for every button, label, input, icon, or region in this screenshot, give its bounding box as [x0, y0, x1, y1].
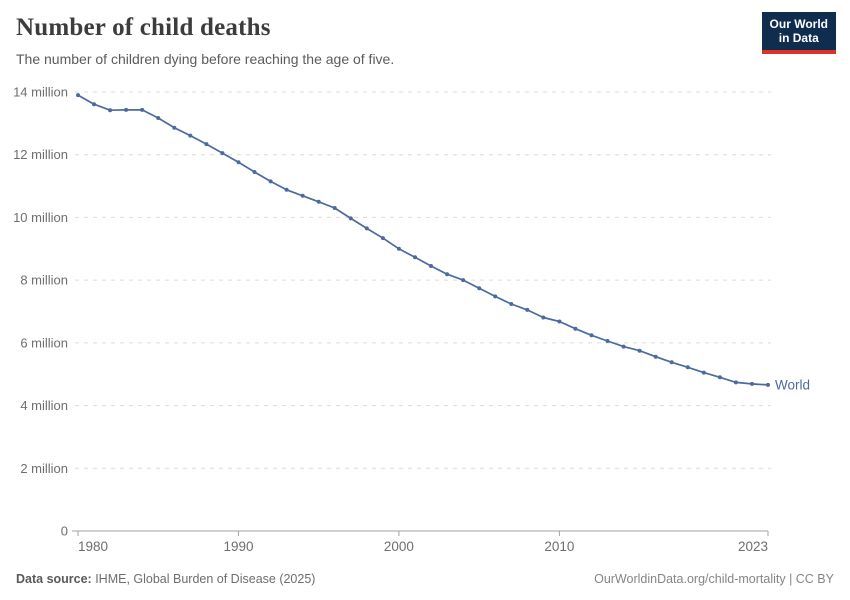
credit-link[interactable]: OurWorldinData.org/child-mortality | CC …: [594, 572, 834, 586]
data-point-marker[interactable]: [429, 264, 433, 268]
data-point-marker[interactable]: [589, 333, 594, 338]
data-point-marker[interactable]: [140, 107, 145, 112]
x-tick-label: 2023: [738, 539, 768, 554]
child-deaths-line-chart: 0 2 million 4 million 6 million 8 million 10 …: [13, 85, 810, 555]
data-point-marker[interactable]: [445, 272, 450, 277]
data-point-marker[interactable]: [750, 381, 754, 386]
data-point-marker[interactable]: [669, 360, 674, 365]
y-tick-label: 0: [61, 524, 68, 539]
data-point-marker[interactable]: [509, 302, 514, 306]
data-point-marker[interactable]: [637, 348, 642, 353]
owid-logo[interactable]: Our World in Data: [761, 12, 836, 54]
data-point-marker[interactable]: [348, 216, 353, 221]
data-source-text: IHME, Global Burden of Disease (2025): [91, 572, 316, 586]
data-point-marker[interactable]: [477, 286, 482, 291]
data-point-marker[interactable]: [252, 170, 257, 174]
data-point-marker[interactable]: [220, 151, 225, 156]
data-point-marker[interactable]: [621, 344, 626, 349]
data-point-marker[interactable]: [525, 307, 530, 312]
data-point-marker[interactable]: [493, 294, 498, 299]
x-tick-label: 2010: [544, 539, 574, 554]
x-tick-label: 1980: [78, 539, 108, 554]
y-tick-label: 6 million: [20, 335, 68, 350]
data-point-marker[interactable]: [396, 246, 401, 251]
data-point-marker[interactable]: [172, 125, 177, 130]
owid-logo-line1: Our World: [769, 17, 828, 31]
x-tick-label: 1990: [223, 539, 253, 554]
series-end-label[interactable]: World: [775, 377, 810, 392]
data-point-marker[interactable]: [204, 142, 209, 147]
data-point-marker[interactable]: [413, 255, 417, 260]
data-point-marker[interactable]: [124, 107, 129, 112]
data-point-marker[interactable]: [717, 375, 722, 380]
chart-header: Number of child deaths The number of chi…: [16, 14, 730, 67]
data-point-marker[interactable]: [685, 365, 690, 370]
data-point-marker[interactable]: [557, 319, 562, 324]
chart-footer: Data source: IHME, Global Burden of Dise…: [16, 572, 834, 586]
data-point-marker[interactable]: [332, 206, 337, 210]
series-line[interactable]: [77, 94, 769, 386]
data-point-marker[interactable]: [461, 278, 466, 283]
chart-subtitle: The number of children dying before reac…: [16, 51, 395, 67]
y-tick-label: 4 million: [20, 398, 68, 413]
data-source: Data source: IHME, Global Burden of Dise…: [16, 572, 315, 586]
owid-logo-line2: in Data: [778, 31, 819, 46]
data-point-marker[interactable]: [364, 226, 369, 231]
data-point-marker[interactable]: [92, 102, 96, 107]
data-point-marker[interactable]: [316, 199, 321, 204]
data-point-marker[interactable]: [156, 116, 161, 120]
data-point-marker[interactable]: [268, 179, 273, 184]
y-tick-label: 10 million: [13, 210, 68, 225]
data-point-marker[interactable]: [701, 370, 706, 375]
data-point-marker[interactable]: [766, 382, 770, 387]
data-point-marker[interactable]: [188, 133, 193, 138]
data-point-marker[interactable]: [236, 160, 241, 165]
data-point-marker[interactable]: [76, 93, 80, 98]
page-title: Number of child deaths: [16, 14, 271, 41]
y-tick-label: 8 million: [20, 273, 68, 288]
data-point-marker[interactable]: [733, 380, 738, 385]
y-tick-label: 12 million: [13, 147, 68, 162]
data-point-marker[interactable]: [108, 108, 113, 113]
y-tick-label: 2 million: [20, 461, 68, 476]
y-tick-label: 14 million: [13, 85, 68, 100]
data-point-marker[interactable]: [541, 315, 546, 320]
data-point-marker[interactable]: [573, 326, 578, 331]
data-source-label: Data source:: [16, 572, 92, 586]
data-point-marker[interactable]: [380, 236, 385, 241]
data-point-marker[interactable]: [300, 193, 305, 198]
data-point-marker[interactable]: [605, 339, 610, 343]
x-tick-label: 2000: [384, 539, 414, 554]
data-point-marker[interactable]: [653, 354, 658, 359]
data-point-marker[interactable]: [284, 187, 289, 192]
